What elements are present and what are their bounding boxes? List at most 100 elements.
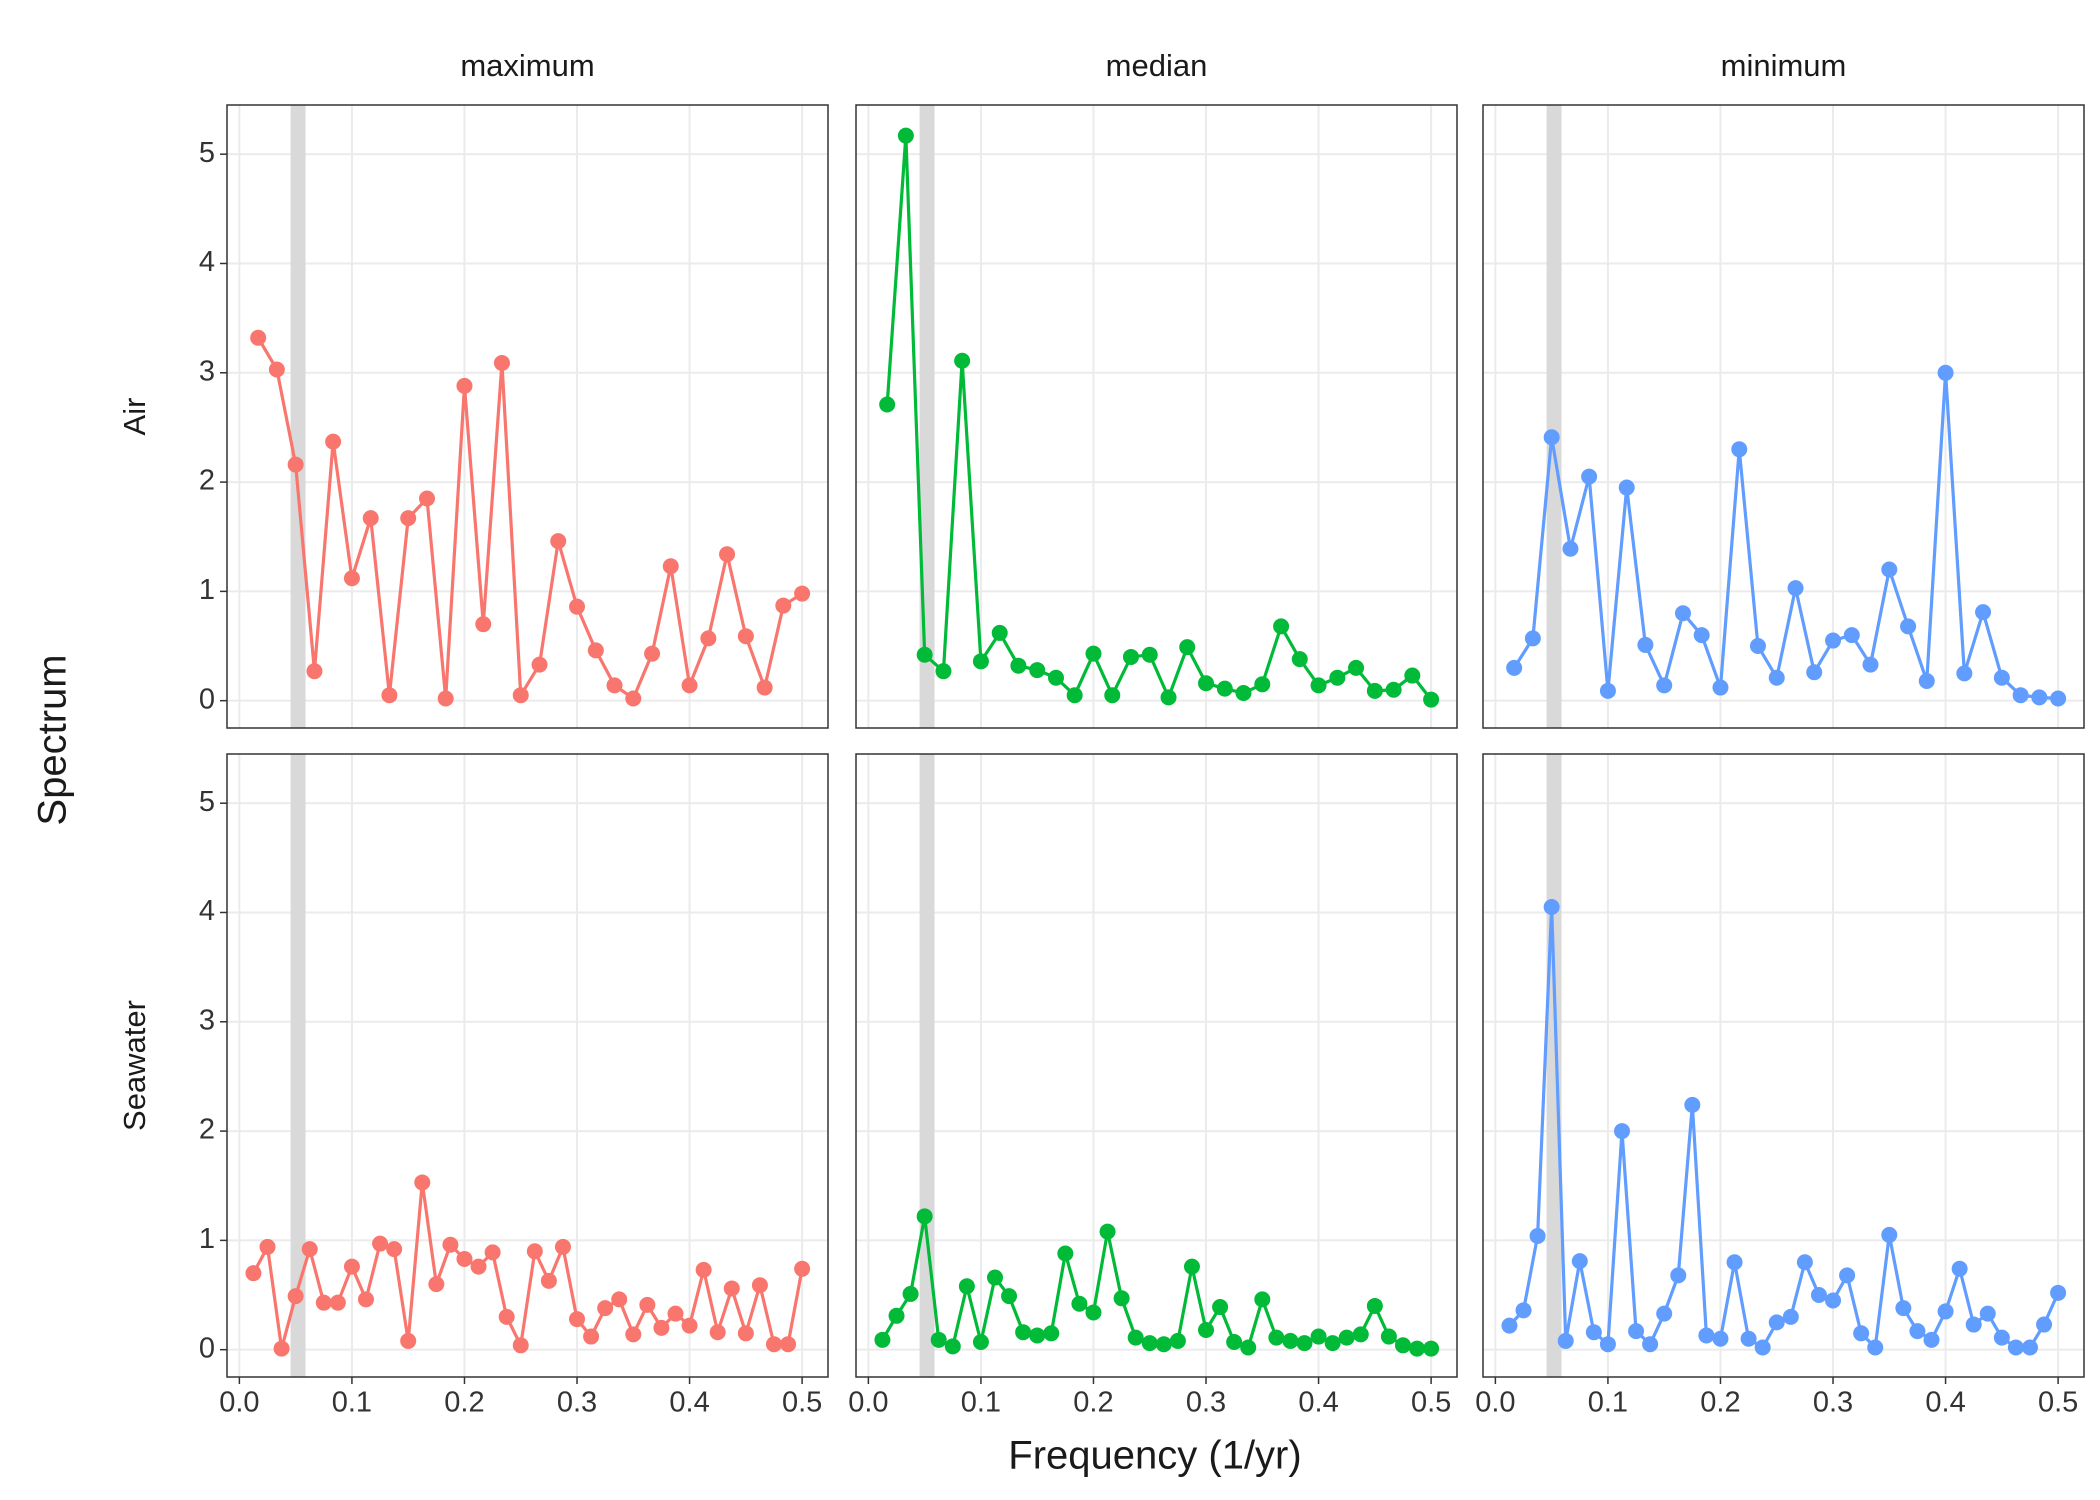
- x-tick-label: 0.4: [1298, 1387, 1338, 1419]
- point: [1113, 1290, 1130, 1307]
- point: [737, 1325, 754, 1342]
- point: [2007, 1339, 2024, 1356]
- y-tick-label: 4: [199, 895, 215, 927]
- x-tick-label: 0.5: [1411, 1387, 1451, 1419]
- point: [1254, 676, 1271, 693]
- point: [874, 1331, 891, 1348]
- point: [245, 1265, 262, 1282]
- y-tick-label: 0: [199, 683, 215, 715]
- point: [916, 1208, 933, 1225]
- point: [1670, 1267, 1687, 1284]
- point: [1956, 665, 1973, 682]
- point: [1226, 1334, 1243, 1351]
- y-tick-label: 1: [199, 1223, 215, 1255]
- point: [1712, 1330, 1729, 1347]
- series-line: [252, 1182, 804, 1351]
- point: [357, 1291, 374, 1308]
- point: [1409, 1340, 1426, 1357]
- point: [2012, 687, 2029, 704]
- point: [1585, 1324, 1602, 1341]
- x-tick-label: 0.5: [2038, 1387, 2078, 1419]
- highlight-band: [290, 754, 306, 1377]
- point: [1169, 1332, 1186, 1349]
- point: [935, 663, 952, 680]
- point: [662, 558, 679, 575]
- point: [287, 1288, 304, 1305]
- point: [1268, 1329, 1285, 1346]
- highlight-band: [919, 105, 935, 728]
- point: [1698, 1327, 1715, 1344]
- point: [879, 396, 896, 413]
- point: [437, 690, 454, 707]
- point: [531, 656, 548, 673]
- facet-label: median: [1106, 48, 1208, 83]
- point: [1731, 441, 1748, 458]
- point: [1515, 1302, 1532, 1319]
- point: [958, 1278, 975, 1295]
- panel-background: [1483, 754, 2084, 1377]
- point: [625, 690, 642, 707]
- point: [765, 1336, 782, 1353]
- panel-border: [855, 104, 1458, 729]
- panel-background: [856, 105, 1457, 728]
- panel-border: [855, 753, 1458, 1378]
- y-tick-label: 5: [199, 786, 215, 818]
- point: [1726, 1254, 1743, 1271]
- point: [794, 1260, 811, 1277]
- point: [1918, 673, 1935, 690]
- point: [1043, 1325, 1060, 1342]
- point: [1216, 680, 1233, 697]
- point: [1423, 1340, 1440, 1357]
- point: [1993, 669, 2010, 686]
- point: [1993, 1329, 2010, 1346]
- point: [569, 598, 586, 615]
- point: [888, 1307, 905, 1324]
- point: [972, 1334, 989, 1351]
- point: [456, 1250, 473, 1267]
- point: [991, 624, 1008, 641]
- point: [1825, 632, 1842, 649]
- point: [1628, 1323, 1645, 1340]
- point: [554, 1238, 571, 1255]
- point: [1810, 1287, 1827, 1304]
- point: [1015, 1324, 1032, 1341]
- point: [1198, 1322, 1215, 1339]
- panel-background: [856, 754, 1457, 1377]
- point: [700, 630, 717, 647]
- x-tick-label: 0.0: [219, 1387, 259, 1419]
- point: [1951, 1260, 1968, 1277]
- point: [1001, 1288, 1018, 1305]
- point: [1212, 1299, 1229, 1316]
- point: [1787, 580, 1804, 597]
- point: [1179, 639, 1196, 656]
- point: [1754, 1339, 1771, 1356]
- point: [1937, 1303, 1954, 1320]
- point: [512, 1337, 529, 1354]
- point: [1909, 1323, 1926, 1340]
- x-tick-label: 0.2: [1700, 1387, 1740, 1419]
- point: [1394, 1337, 1411, 1354]
- point: [1618, 479, 1635, 496]
- point: [428, 1276, 445, 1293]
- point: [1010, 657, 1027, 674]
- point: [475, 616, 492, 633]
- x-tick-label: 0.1: [961, 1387, 1001, 1419]
- point: [1562, 540, 1579, 557]
- point: [1843, 627, 1860, 644]
- point: [1155, 1336, 1172, 1353]
- point: [1423, 691, 1440, 708]
- point: [681, 677, 698, 694]
- x-tick-label: 0.2: [1073, 1387, 1113, 1419]
- x-tick-label: 0.2: [444, 1387, 484, 1419]
- point: [1543, 429, 1560, 446]
- y-tick-label: 0: [199, 1332, 215, 1364]
- point: [1099, 1223, 1116, 1240]
- point: [1282, 1332, 1299, 1349]
- point: [597, 1300, 614, 1317]
- point: [1047, 669, 1064, 686]
- facet-row-label: Seawater: [117, 1000, 152, 1131]
- point: [1273, 618, 1290, 635]
- point: [1329, 669, 1346, 686]
- x-tick-label: 0.4: [669, 1387, 709, 1419]
- point: [306, 663, 323, 680]
